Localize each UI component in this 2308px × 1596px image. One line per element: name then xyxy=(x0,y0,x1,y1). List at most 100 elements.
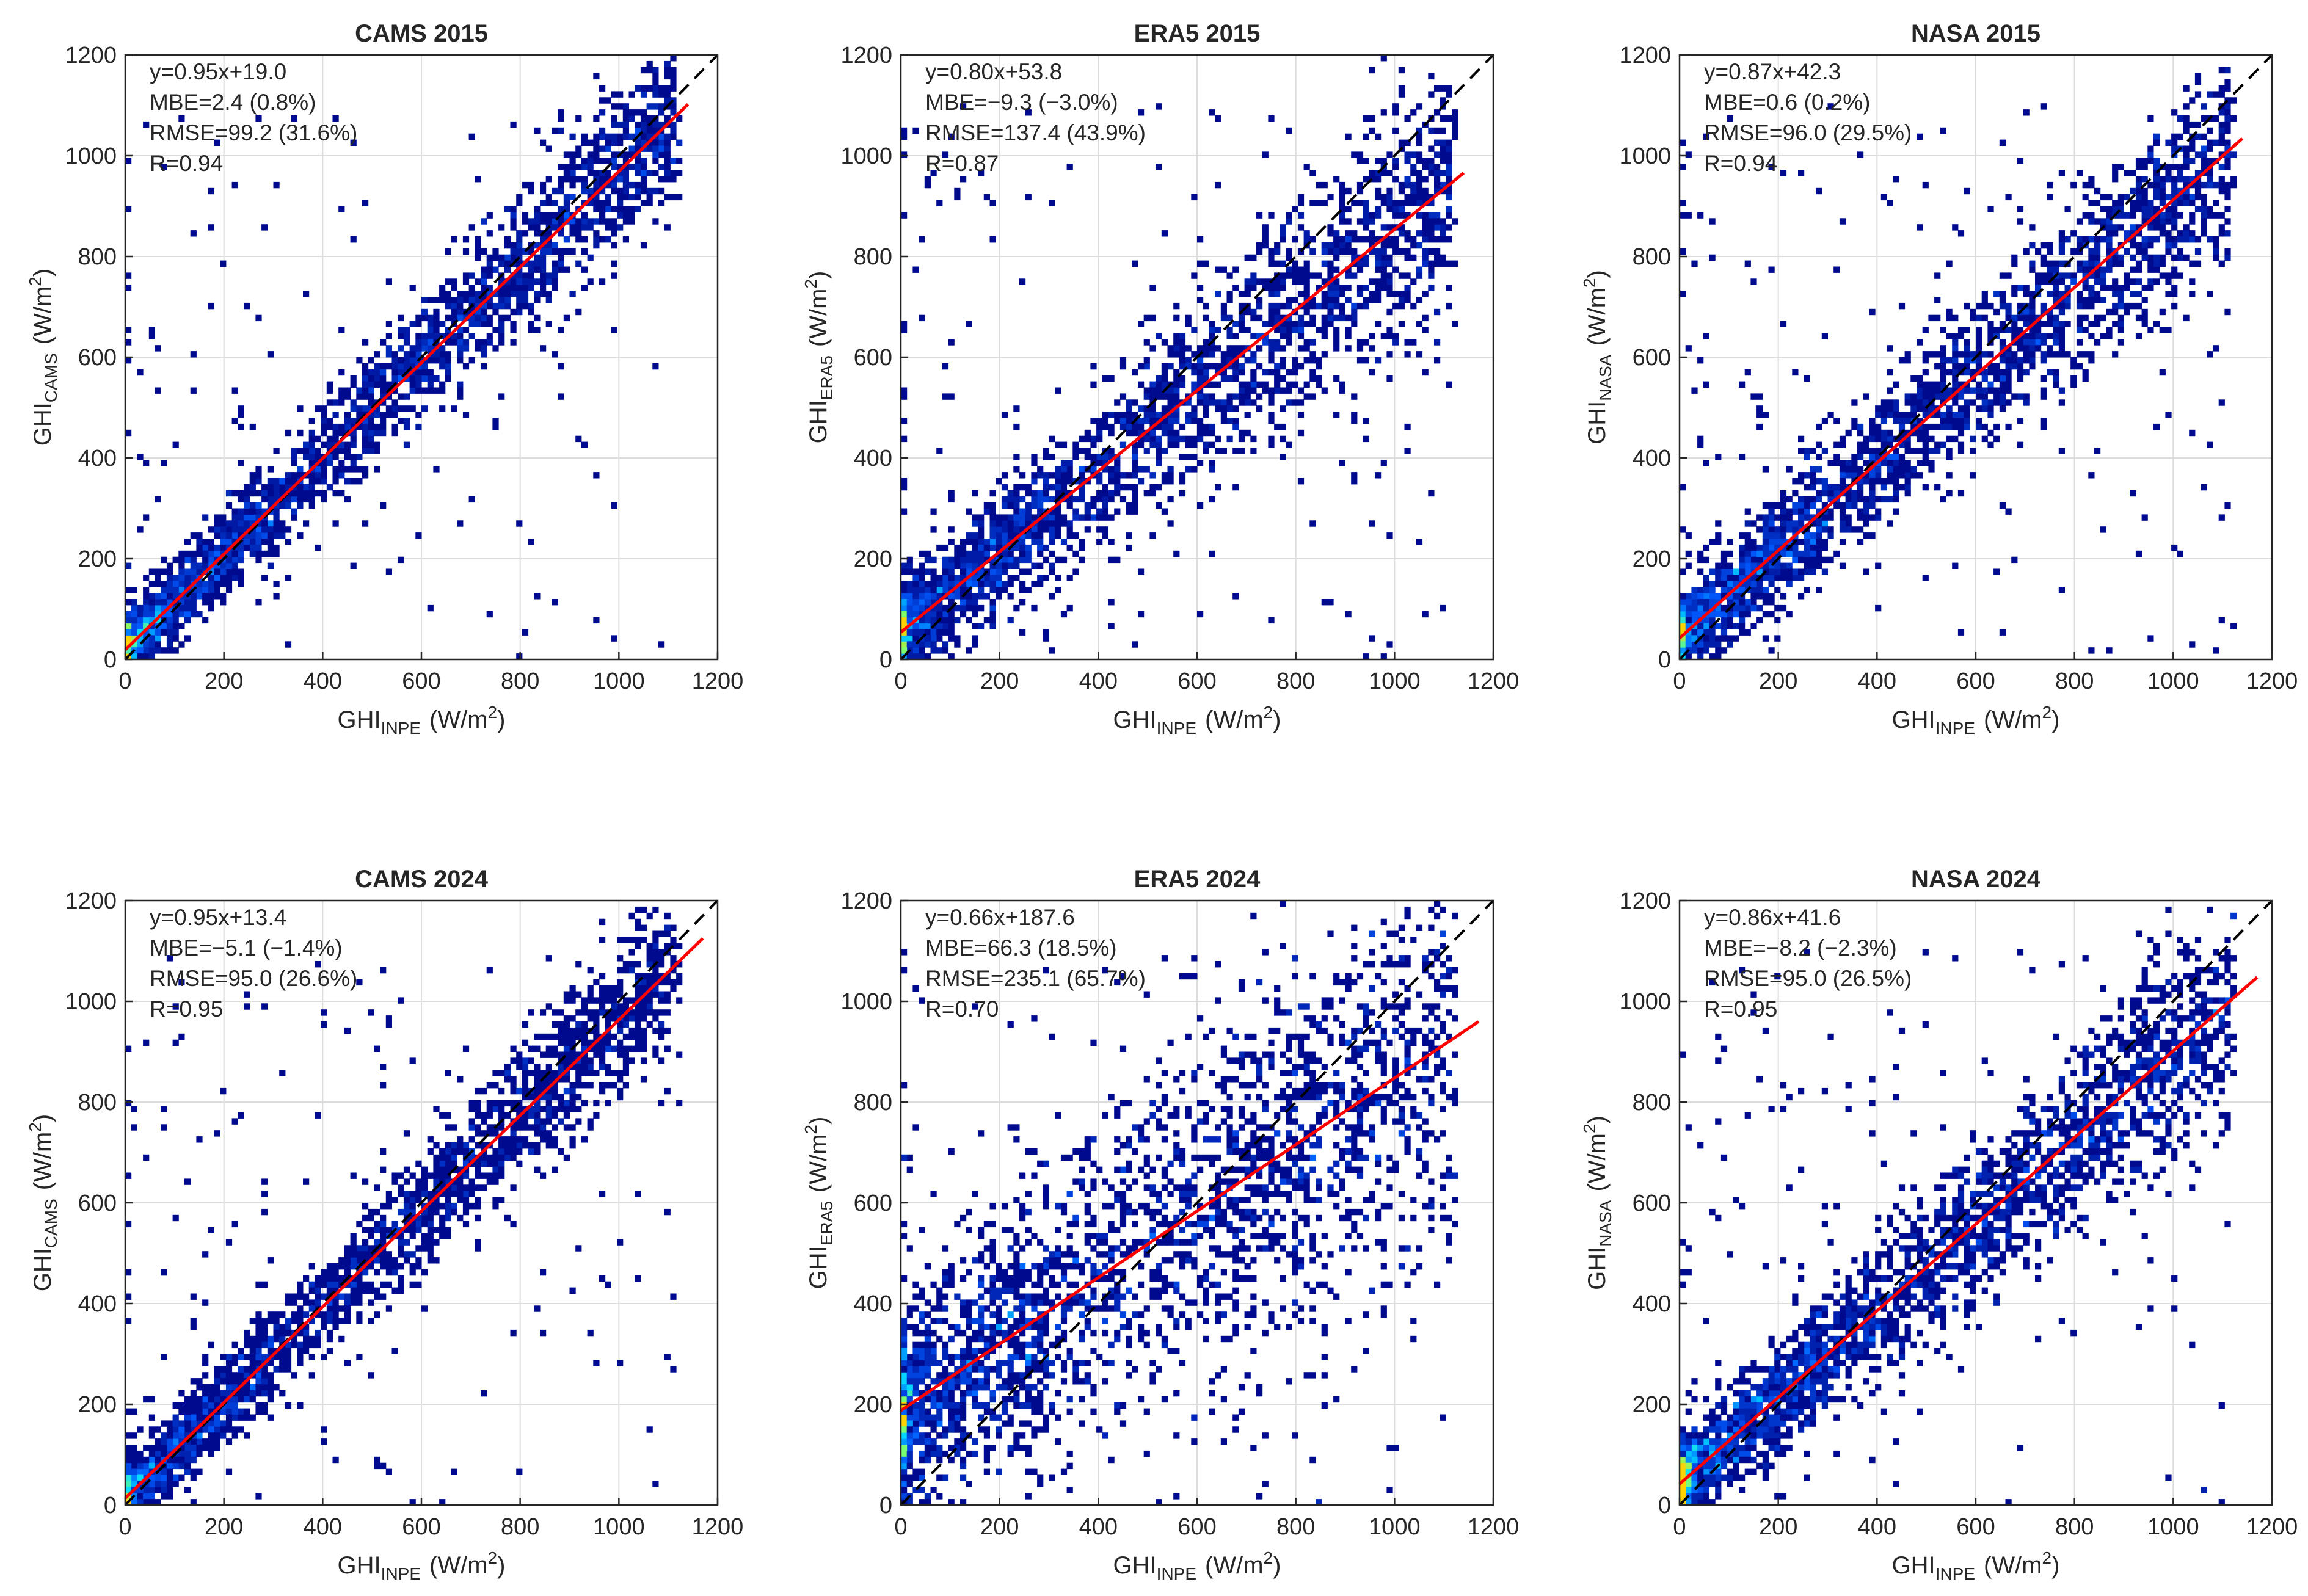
density-cell xyxy=(427,357,434,364)
density-cell xyxy=(155,599,161,606)
density-cell xyxy=(558,248,564,255)
density-cell xyxy=(1292,278,1298,285)
density-cell xyxy=(1404,291,1411,297)
density-cell xyxy=(1410,339,1417,346)
density-cell xyxy=(1952,435,1959,443)
density-cell xyxy=(1286,127,1292,134)
density-cell xyxy=(238,496,244,503)
density-cell xyxy=(2213,242,2219,249)
density-cell xyxy=(1697,212,1704,219)
density-cell xyxy=(184,581,191,587)
density-cell xyxy=(1197,387,1204,394)
density-cell xyxy=(1209,351,1215,358)
density-cell xyxy=(1987,429,1994,437)
density-cell xyxy=(1857,526,1864,533)
density-cell xyxy=(1262,242,1269,249)
density-cell xyxy=(1798,496,1805,503)
fit-line xyxy=(900,172,1465,634)
density-cell xyxy=(593,236,600,243)
density-cell xyxy=(1031,604,1038,612)
density-cell xyxy=(1055,472,1061,479)
density-cell xyxy=(481,272,487,279)
density-cell xyxy=(148,327,155,333)
density-cell xyxy=(1946,454,1953,460)
density-cell xyxy=(1179,472,1186,479)
density-cell xyxy=(545,291,552,297)
density-cell xyxy=(1215,266,1221,273)
density-cell xyxy=(912,575,919,581)
density-cell xyxy=(439,351,446,358)
density-cell xyxy=(2040,333,2047,339)
density-cell xyxy=(2100,206,2106,212)
density-cell xyxy=(1316,200,1322,206)
density-cell xyxy=(1880,194,1887,201)
density-cell xyxy=(1821,490,1828,497)
density-cell xyxy=(261,1384,268,1391)
density-cell xyxy=(1119,418,1127,424)
density-cell xyxy=(1161,423,1168,430)
density-cell xyxy=(2183,115,2190,122)
density-cell xyxy=(1762,532,1769,539)
density-cell xyxy=(989,490,996,497)
density-cell xyxy=(1428,248,1435,255)
density-cell xyxy=(1019,556,1026,564)
density-cell xyxy=(1079,539,1085,545)
density-cell xyxy=(1691,593,1698,600)
density-cell xyxy=(1013,526,1020,533)
density-cell xyxy=(1256,242,1263,249)
density-cell xyxy=(1138,478,1145,485)
density-cell xyxy=(2159,254,2166,261)
density-cell xyxy=(1090,363,1097,370)
density-cell xyxy=(954,593,961,600)
density-cell xyxy=(2130,291,2136,297)
density-cell xyxy=(326,418,333,424)
density-cell xyxy=(1940,381,1946,388)
density-cell xyxy=(261,532,268,539)
density-cell xyxy=(1333,302,1340,310)
density-cell xyxy=(433,314,440,322)
density-cell xyxy=(1756,423,1763,430)
stats-annotation: y=0.95x+19.0 xyxy=(150,59,286,84)
density-cell xyxy=(2165,278,2172,285)
density-cell xyxy=(380,363,387,370)
density-cell xyxy=(1934,412,1941,418)
density-cell xyxy=(125,611,132,618)
density-cell xyxy=(1309,272,1316,279)
density-cell xyxy=(196,581,203,587)
density-cell xyxy=(2100,218,2106,225)
density-cell xyxy=(172,587,179,593)
density-cell xyxy=(1345,266,1352,273)
density-cell xyxy=(1762,526,1769,533)
density-cell xyxy=(1898,460,1906,466)
density-cell xyxy=(1375,212,1382,219)
density-cell xyxy=(1798,478,1805,485)
density-cell xyxy=(225,550,233,557)
density-cell xyxy=(2094,272,2101,279)
density-cell xyxy=(125,629,132,636)
density-cell xyxy=(1173,302,1180,310)
density-cell xyxy=(486,321,493,327)
density-cell xyxy=(966,321,972,327)
density-cell xyxy=(906,635,913,642)
density-cell xyxy=(1013,520,1020,527)
density-cell xyxy=(2213,254,2219,261)
density-cell xyxy=(930,170,937,176)
density-cell xyxy=(1715,539,1722,545)
density-cell xyxy=(1680,212,1686,219)
density-cell xyxy=(208,550,214,557)
density-cell xyxy=(658,91,665,98)
density-cell xyxy=(983,550,990,557)
density-cell xyxy=(1001,532,1008,539)
density-cell xyxy=(1715,520,1722,527)
density-cell xyxy=(321,441,327,448)
density-cell xyxy=(451,1184,457,1191)
density-cell xyxy=(1055,387,1061,394)
density-cell xyxy=(2117,321,2124,327)
density-cell xyxy=(1709,539,1716,545)
density-cell xyxy=(664,115,671,122)
density-cell xyxy=(558,1070,564,1076)
density-cell xyxy=(1804,496,1810,503)
density-cell xyxy=(1119,357,1127,364)
density-cell xyxy=(1680,599,1686,606)
density-cell xyxy=(2124,212,2130,219)
